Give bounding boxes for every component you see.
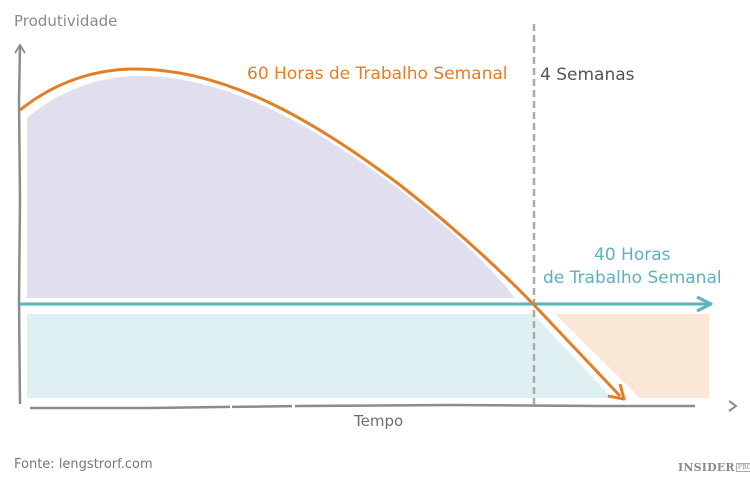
area-60h [27,76,515,298]
series-40h-label-line2: de Trabalho Semanal [543,268,722,288]
line-60h-arrow-icon [607,383,626,401]
x-axis-arrow-icon [728,400,738,412]
brand-name: INSIDER [678,461,735,474]
x-axis [30,403,735,410]
area-40h [27,314,612,398]
y-axis-label: Produtividade [14,12,118,30]
area-loss [555,314,709,398]
four-weeks-label: 4 Semanas [540,65,635,85]
series-60h-label: 60 Horas de Trabalho Semanal [247,64,508,84]
x-axis-label: Tempo [354,412,404,430]
line-60h [19,67,622,398]
line-40h-arrow-icon [696,295,713,313]
brand-logo: INSIDER PRO [678,461,750,474]
brand-suffix: PRO [735,463,750,472]
series-40h-label-line1: 40 Horas [594,245,671,265]
y-axis-arrow-icon [14,43,26,54]
source-credit: Fonte: lengstrorf.com [14,457,153,472]
y-axis [17,45,22,405]
